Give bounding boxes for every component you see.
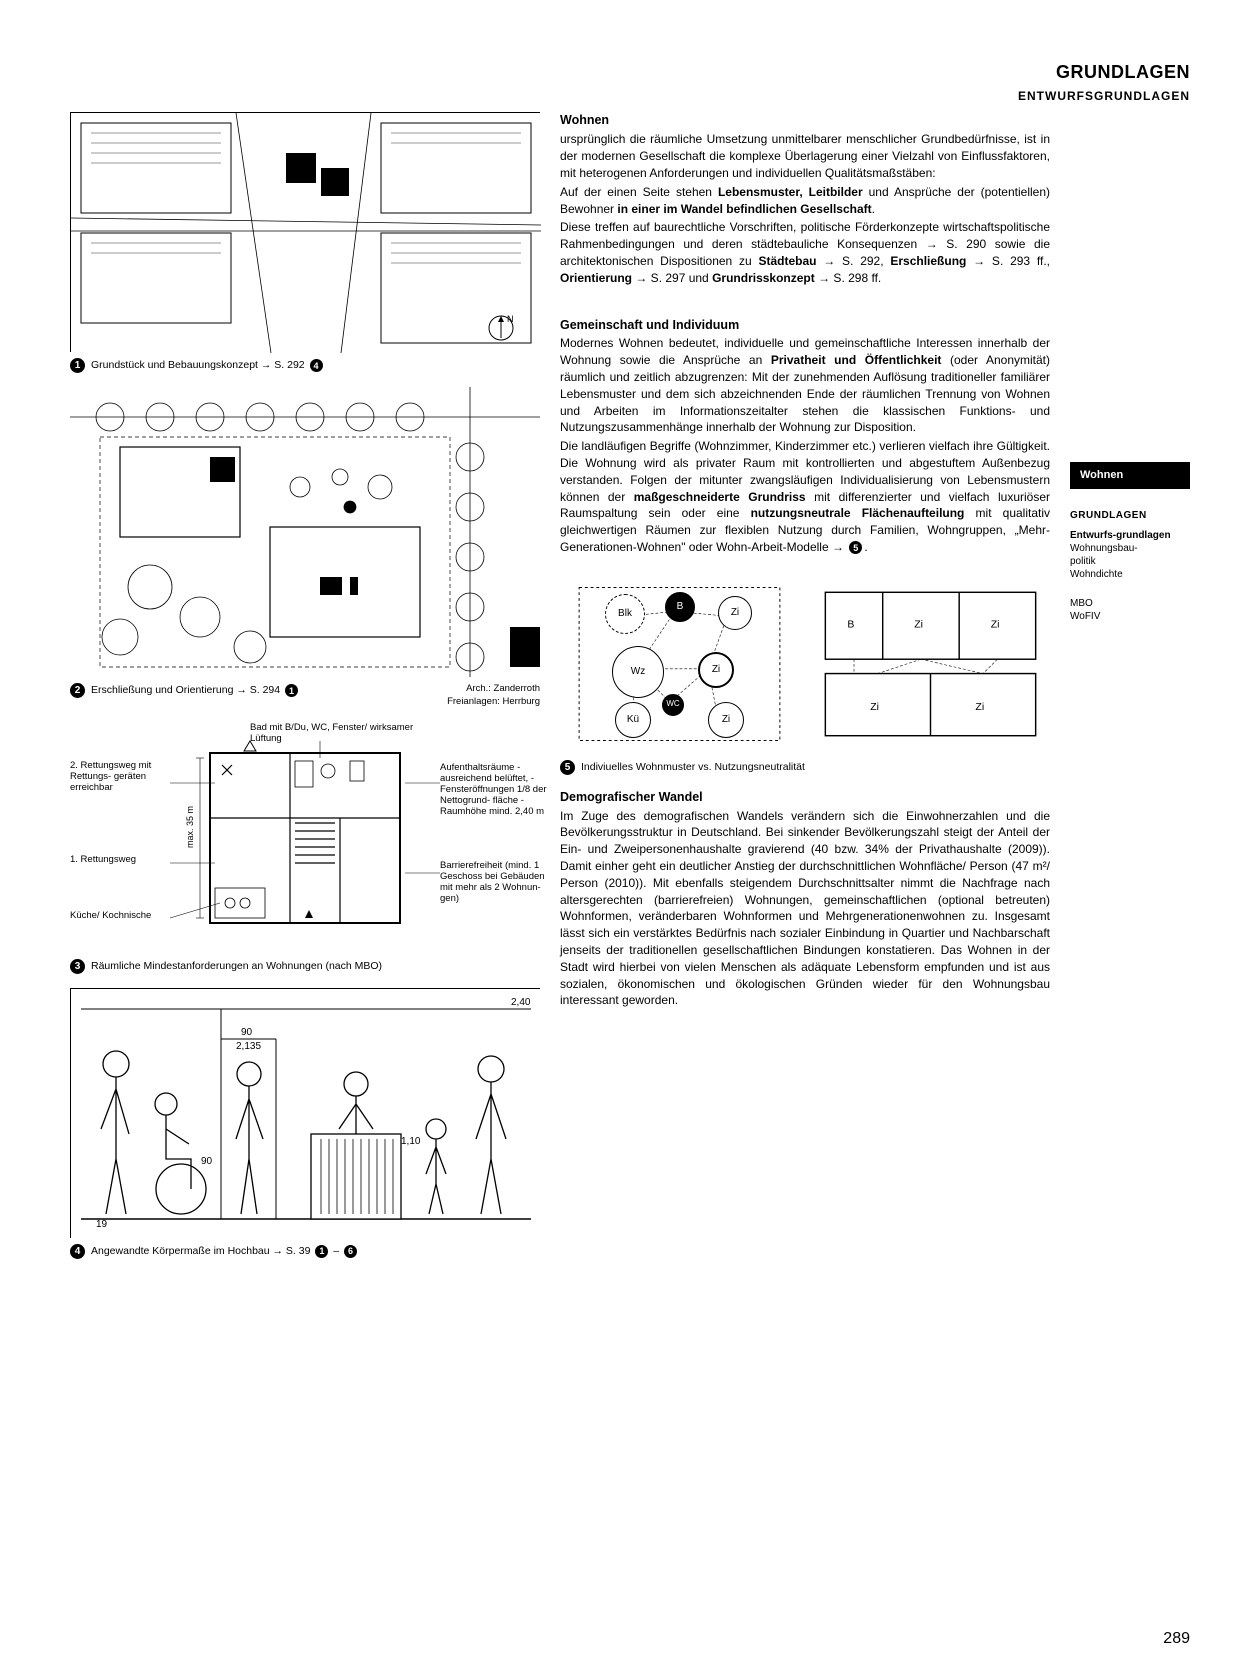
page-subtitle: ENTWURFSGRUNDLAGEN [70, 88, 1190, 104]
fig3-annot-2: 1. Rettungsweg [70, 855, 165, 866]
caption-1-text: Grundstück und Bebauungskonzept → S. 292… [91, 358, 325, 372]
svg-text:90: 90 [241, 1027, 253, 1038]
svg-text:Zi: Zi [870, 701, 879, 713]
caption-2: 2 Erschließung und Orientierung → S. 294… [70, 683, 540, 709]
svg-text:Zi: Zi [991, 618, 1000, 630]
fig3-annot-6: Barrierefreiheit (mind. 1 Geschoss bei G… [440, 861, 550, 905]
figure-1: N [70, 112, 540, 352]
para-2: Auf der einen Seite stehen Lebensmuster,… [560, 184, 1050, 218]
caption-5-text: Indiviuelles Wohnmuster vs. Nutzungsneut… [581, 760, 805, 774]
svg-text:19: 19 [96, 1219, 108, 1230]
heading-wohnen: Wohnen [560, 112, 1050, 129]
fig3-annot-3: Küche/ Kochnische [70, 911, 165, 922]
figure-5-left: Blk B Zi Wz Zi Kü WC Zi [560, 574, 799, 754]
svg-text:B: B [847, 618, 854, 630]
page-title: GRUNDLAGEN [70, 60, 1190, 84]
svg-text:N: N [507, 314, 514, 324]
margin-heading: GRUNDLAGEN [1070, 509, 1190, 523]
body-dimensions-svg: 2,40 90 2,135 90 1,10 19 [71, 989, 541, 1239]
site-detail-svg [70, 387, 540, 677]
margin-column: Wohnen GRUNDLAGEN Entwurfs-grundlagen Wo… [1070, 112, 1190, 1273]
caption-4-number: 4 [70, 1244, 85, 1259]
page-number: 289 [1163, 1628, 1190, 1650]
margin-refs: MBO WoFIV [1070, 597, 1190, 623]
para-4: Modernes Wohnen bedeutet, individuelle u… [560, 335, 1050, 436]
figure-3: max. 35 m 2. Rettungsweg mit Rettungs- g… [70, 723, 540, 953]
caption-3: 3 Räumliche Mindestanforderungen an Wohn… [70, 959, 540, 974]
left-column: N 1 Grundstück und Bebauungskonzept → S.… [70, 112, 540, 1273]
caption-2-text: Erschließung und Orientierung → S. 294 1 [91, 683, 300, 698]
figure-5-right: B Zi Zi Zi Zi [811, 574, 1050, 754]
margin-tab: Wohnen [1070, 462, 1190, 489]
svg-text:max. 35 m: max. 35 m [185, 806, 195, 848]
caption-4-text: Angewandte Körpermaße im Hochbau → S. 39… [91, 1244, 359, 1258]
svg-text:Zi: Zi [914, 618, 923, 630]
heading-gemeinschaft: Gemeinschaft und Individuum [560, 317, 1050, 334]
fig3-annot-1: 2. Rettungsweg mit Rettungs- geräten err… [70, 761, 165, 794]
caption-2-number: 2 [70, 683, 85, 698]
caption-2-credit: Arch.: Zanderroth Freianlagen: Herrburg [447, 683, 540, 709]
svg-text:2,135: 2,135 [236, 1041, 261, 1052]
fig3-annot-5: Aufenthaltsräume - ausreichend belüftet,… [440, 763, 550, 818]
right-column: Wohnen ursprünglich die räumliche Umsetz… [560, 112, 1050, 1273]
para-1: ursprünglich die räumliche Umsetzung unm… [560, 131, 1050, 181]
svg-text:Zi: Zi [975, 701, 984, 713]
margin-nav-current: Entwurfs-grundlagen [1070, 530, 1171, 541]
para-5: Die landläufigen Begriffe (Wohnzimmer, K… [560, 438, 1050, 556]
svg-text:1,10: 1,10 [401, 1136, 421, 1147]
caption-5: 5 Indiviuelles Wohnmuster vs. Nutzungsne… [560, 760, 1050, 775]
site-plan-svg: N [71, 113, 541, 353]
para-6: Im Zuge des demografischen Wandels verän… [560, 808, 1050, 1010]
svg-text:2,40: 2,40 [511, 997, 531, 1008]
caption-1-number: 1 [70, 358, 85, 373]
figure-5: Blk B Zi Wz Zi Kü WC Zi [560, 574, 1050, 754]
heading-demografie: Demografischer Wandel [560, 789, 1050, 806]
caption-3-text: Räumliche Mindestanforderungen an Wohnun… [91, 959, 382, 973]
para-3: Diese treffen auf baurechtliche Vorschri… [560, 219, 1050, 286]
margin-nav-items: Wohnungsbau- politik Wohndichte [1070, 542, 1190, 581]
caption-5-number: 5 [560, 760, 575, 775]
caption-1: 1 Grundstück und Bebauungskonzept → S. 2… [70, 358, 540, 373]
figure-2 [70, 387, 540, 677]
caption-3-number: 3 [70, 959, 85, 974]
figure-4: 2,40 90 2,135 90 1,10 19 [70, 988, 540, 1238]
svg-text:90: 90 [201, 1156, 213, 1167]
fig3-annot-4: Bad mit B/Du, WC, Fenster/ wirksamer Lüf… [250, 723, 420, 745]
caption-4: 4 Angewandte Körpermaße im Hochbau → S. … [70, 1244, 540, 1259]
